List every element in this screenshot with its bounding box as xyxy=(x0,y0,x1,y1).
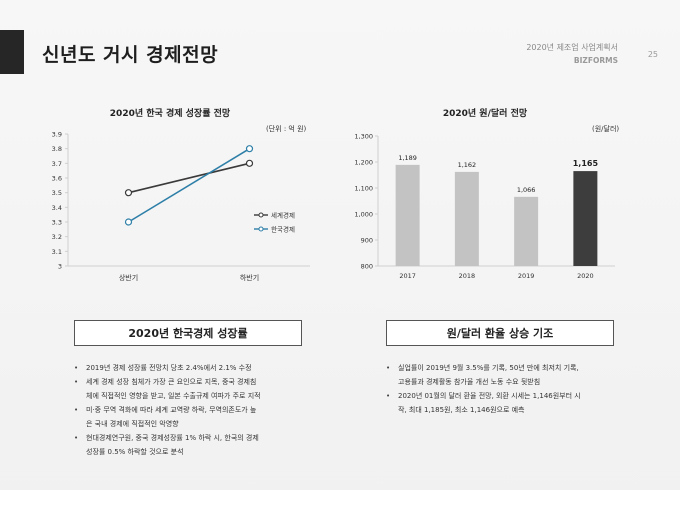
bar-2018 xyxy=(454,171,479,266)
x-tick-label: 2019 xyxy=(518,272,535,280)
exchange-rate-bullets: 실업률이 2019년 9월 3.5%를 기록, 50년 만에 최저치 기록, 고… xyxy=(386,361,626,417)
y-tick-label: 3.2 xyxy=(52,233,62,241)
y-tick-label: 3.7 xyxy=(52,160,62,168)
y-tick-label: 1,100 xyxy=(354,185,373,193)
bar-2017 xyxy=(395,164,420,266)
legend-label: 세계경제 xyxy=(271,211,295,220)
x-tick-label: 2018 xyxy=(459,272,476,280)
y-tick-label: 3.3 xyxy=(52,219,62,227)
bullet-item-continued: 성장률 0.5% 하락할 것으로 분석 xyxy=(86,448,184,456)
footer-strip xyxy=(0,490,680,510)
x-tick-label: 상반기 xyxy=(119,273,138,282)
y-tick-label: 3.4 xyxy=(52,204,62,212)
bullet-item: 실업률이 2019년 9월 3.5%를 기록, 50년 만에 최저치 기록, xyxy=(386,361,626,375)
bar-value-label: 1,189 xyxy=(398,154,417,162)
y-tick-label: 3.6 xyxy=(52,175,62,183)
bar-2019 xyxy=(514,196,539,266)
bullet-item: 세계 경제 성장 침체가 가장 큰 요인으로 지목, 중국 경제침 xyxy=(74,375,314,389)
y-tick-label: 3.8 xyxy=(52,145,62,153)
bar-value-label: 1,162 xyxy=(458,161,477,169)
data-point xyxy=(124,189,133,197)
bullet-item-continued: 은 국내 경제에 직접적인 악영향 xyxy=(86,420,179,428)
document-name: 2020년 제조업 사업계획서 xyxy=(526,43,618,52)
y-tick-label: 3.1 xyxy=(52,248,62,256)
legend-marker xyxy=(258,212,264,218)
bullet-item-continued: 고용률과 경제활동 참가율 개선 노동 수요 뒷받침 xyxy=(398,378,541,386)
bullet-item-continued: 작, 최대 1,185원, 최소 1,146원으로 예측 xyxy=(398,406,525,414)
series-line-1 xyxy=(128,162,250,194)
y-tick-label: 1,200 xyxy=(354,159,373,167)
line-chart: 3 3.1 3.2 3.3 3.4 3.5 3.6 3.7 3.8 3.9 상반기 하반기 세계경제한국… xyxy=(52,131,310,282)
x-tick-label: 하반기 xyxy=(240,273,259,282)
line-chart-title: 2020년 한국 경제 성장률 전망 xyxy=(109,109,231,119)
korea-growth-heading: 2020년 한국경제 성장률 xyxy=(74,320,302,346)
bar-chart: 800 900 1,000 1,100 1,200 1,300 1,189 2017 1,162… xyxy=(354,133,615,280)
bar-chart-unit: (원/달러) xyxy=(592,125,620,133)
y-tick-label: 900 xyxy=(361,237,373,245)
bullet-item: 현대경제연구원, 중국 경제성장률 1% 하락 시, 한국의 경제 xyxy=(74,431,314,445)
y-tick-label: 1,300 xyxy=(354,133,373,141)
data-point xyxy=(124,218,133,226)
brand-name: BIZFORMS xyxy=(573,56,618,65)
y-tick-label: 1,000 xyxy=(354,211,373,219)
page-title: 신년도 거시 경제전망 xyxy=(42,44,219,66)
bar-2020 xyxy=(573,171,598,266)
y-tick-label: 3.9 xyxy=(52,131,62,139)
korea-growth-bullets: 2019년 경제 성장률 전망치 당초 2.4%에서 2.1% 수정 세계 경제… xyxy=(74,361,314,459)
legend-label: 한국경제 xyxy=(271,225,295,234)
y-tick-label: 800 xyxy=(361,263,373,271)
y-tick-label: 3.5 xyxy=(52,189,62,197)
bar-value-label: 1,066 xyxy=(517,186,536,194)
bullet-item: 2019년 경제 성장률 전망치 당초 2.4%에서 2.1% 수정 xyxy=(74,361,314,375)
bullet-item: 2020년 01월의 달러 환율 전망, 외환 시세는 1,146원부터 시 xyxy=(386,389,626,403)
data-point xyxy=(245,159,254,167)
data-point xyxy=(245,145,254,153)
bar-chart-title: 2020년 원/달러 전망 xyxy=(442,109,528,119)
bullet-item: 미·중 무역 격화에 따라 세계 교역량 하락, 무역의존도가 높 xyxy=(74,403,314,417)
bullet-item-continued: 체에 직접적인 영향을 받고, 일본 수출규제 여파가 주로 지적 xyxy=(86,392,261,400)
x-tick-label: 2017 xyxy=(399,272,416,280)
line-chart-unit: (단위 : 억 원) xyxy=(266,125,307,133)
bar-value-label: 1,165 xyxy=(573,159,599,168)
exchange-rate-heading: 원/달러 환율 상승 기조 xyxy=(386,320,614,346)
title-accent-bar xyxy=(0,30,24,74)
x-tick-label: 2020 xyxy=(577,272,594,280)
legend-marker xyxy=(258,226,264,232)
page-number: 25 xyxy=(647,50,658,59)
series-line-2 xyxy=(128,147,250,223)
y-tick-label: 3 xyxy=(58,263,62,271)
